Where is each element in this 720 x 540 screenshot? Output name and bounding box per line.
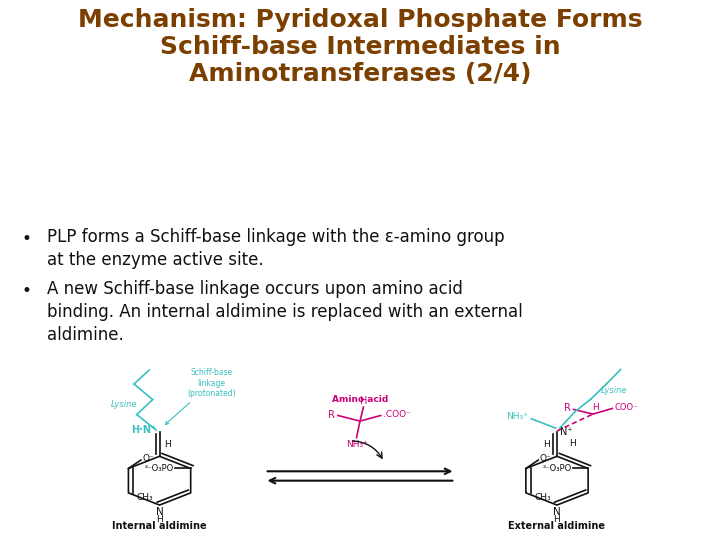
Text: H: H (593, 403, 599, 412)
Text: H: H (569, 439, 575, 448)
Text: •: • (22, 230, 32, 247)
Text: COO⁻: COO⁻ (614, 403, 638, 412)
Text: H: H (361, 396, 368, 406)
Text: Lysine: Lysine (111, 400, 138, 409)
Text: O⁻: O⁻ (540, 454, 552, 463)
Text: ²⁻O₃PO: ²⁻O₃PO (145, 464, 174, 473)
Text: N⁺: N⁺ (559, 427, 572, 437)
Text: H: H (164, 440, 171, 449)
Text: O⁻: O⁻ (143, 454, 154, 463)
Text: Lysine: Lysine (601, 386, 628, 395)
Text: NH₃⁺: NH₃⁺ (506, 413, 528, 421)
Text: H: H (544, 440, 550, 449)
Text: CH₃: CH₃ (137, 493, 153, 502)
Text: Mechanism: Pyridoxal Phosphate Forms
Schiff-base Intermediates in
Aminotransfera: Mechanism: Pyridoxal Phosphate Forms Sch… (78, 8, 642, 86)
Text: A new Schiff-base linkage occurs upon amino acid
binding. An internal aldimine i: A new Schiff-base linkage occurs upon am… (47, 280, 523, 344)
Text: H: H (554, 515, 560, 524)
Text: •: • (22, 282, 32, 300)
Text: R: R (328, 409, 335, 420)
Text: ²⁻O₃PO: ²⁻O₃PO (542, 464, 572, 473)
Text: H·N⁺: H·N⁺ (131, 425, 156, 435)
Text: N: N (553, 507, 561, 517)
Text: .COO⁻: .COO⁻ (383, 410, 410, 419)
Text: CH₃: CH₃ (534, 493, 551, 502)
Text: NH₃⁺: NH₃⁺ (346, 440, 368, 449)
Text: Internal aldimine: Internal aldimine (112, 521, 207, 531)
Text: PLP forms a Schiff-base linkage with the ε-amino group
at the enzyme active site: PLP forms a Schiff-base linkage with the… (47, 228, 505, 269)
Text: H: H (156, 515, 163, 524)
Text: Amino acid: Amino acid (332, 395, 388, 404)
Text: Schiff-base
linkage
(protonated): Schiff-base linkage (protonated) (166, 368, 235, 424)
Text: External aldimine: External aldimine (508, 521, 606, 531)
Text: R: R (564, 403, 571, 414)
Text: N: N (156, 507, 163, 517)
